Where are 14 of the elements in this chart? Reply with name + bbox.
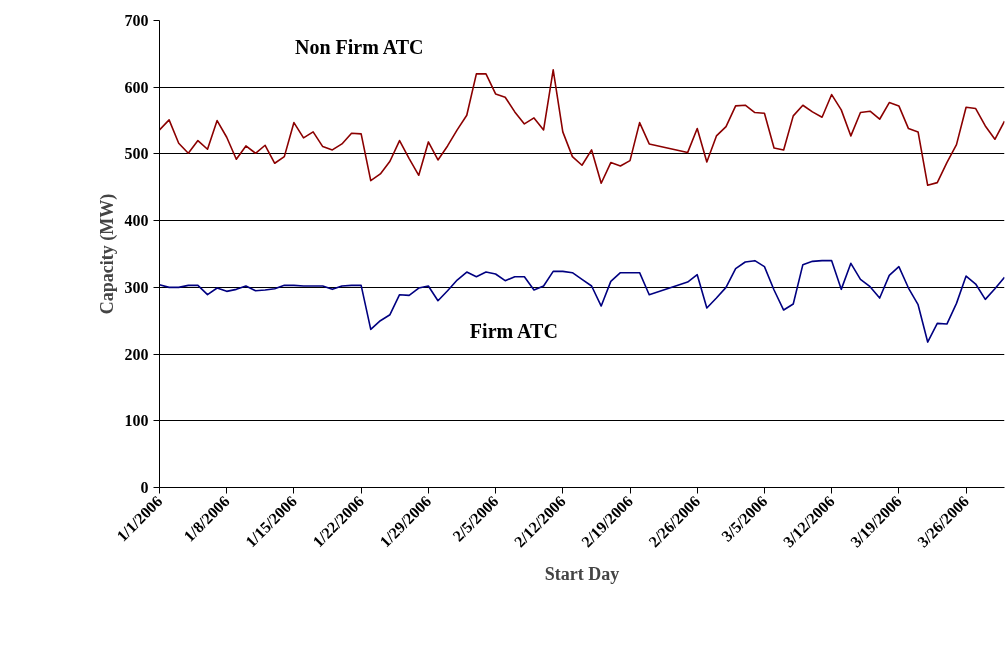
line-series — [159, 69, 1005, 187]
y-tick-label: 100 — [124, 412, 149, 430]
y-tick-label: 700 — [124, 12, 149, 29]
line-series — [159, 259, 1005, 343]
y-tick-label: 200 — [124, 345, 149, 363]
text: Non Firm ATC — [294, 36, 424, 59]
y-tick-label: 300 — [124, 278, 149, 296]
series-label: Firm ATC — [469, 319, 558, 342]
y-tick-label: 600 — [124, 78, 149, 96]
x-axis-title: Start Day — [544, 564, 620, 585]
y-tick-label: 500 — [124, 145, 149, 163]
y-tick-label: 0 — [140, 479, 149, 496]
y-axis-title: Capacity (MW) — [96, 193, 118, 315]
y-tick-label: 400 — [124, 212, 149, 230]
